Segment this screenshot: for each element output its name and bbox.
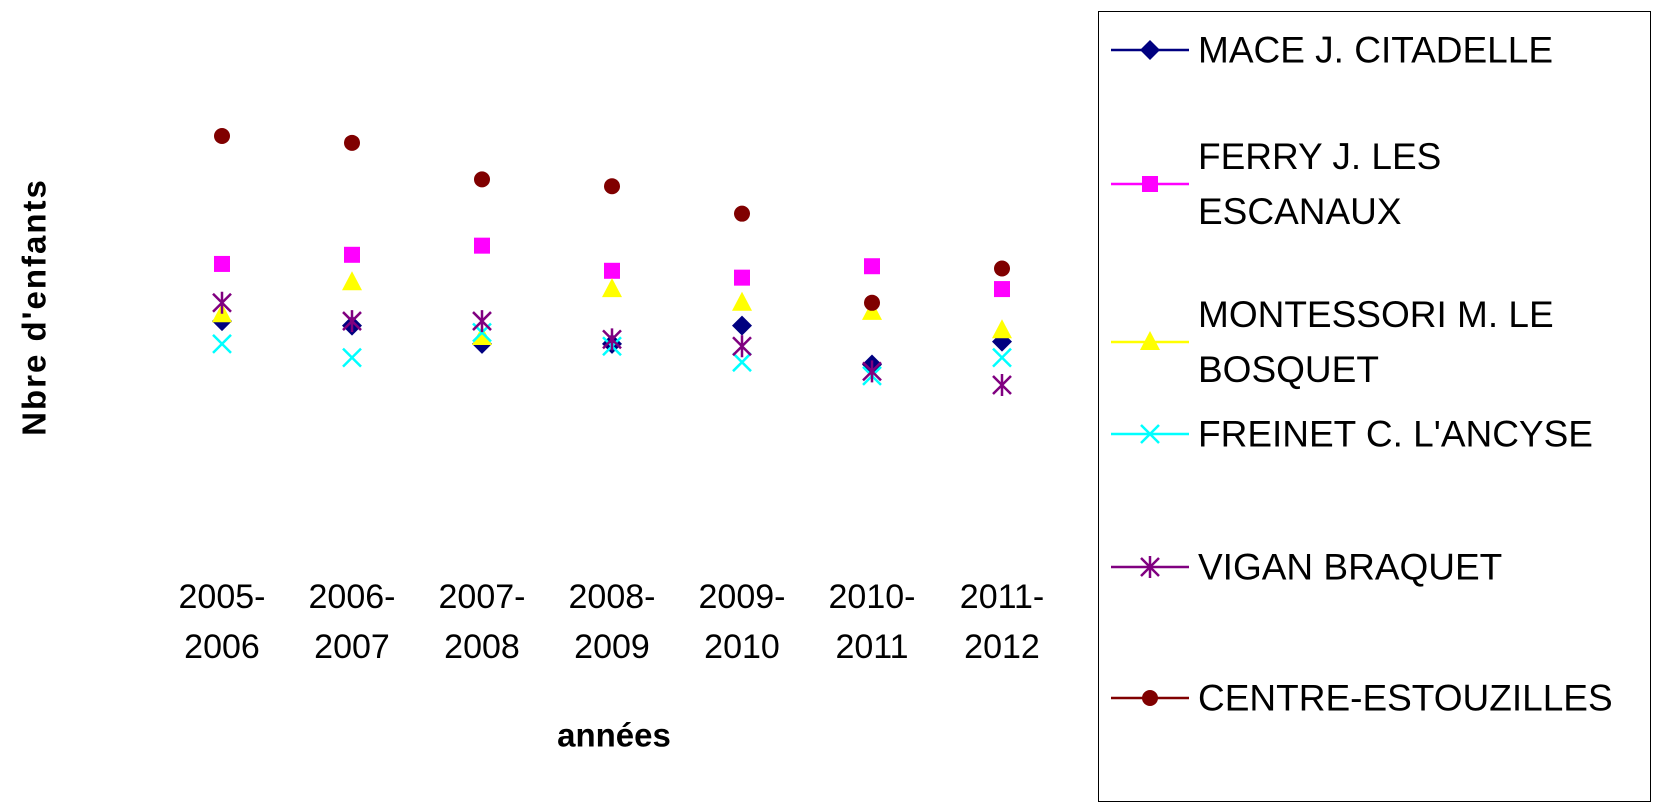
marker [1140, 424, 1160, 444]
marker [342, 347, 362, 368]
marker [732, 315, 752, 336]
legend-swatch [1111, 556, 1189, 578]
marker [472, 326, 492, 346]
marker [734, 269, 750, 286]
marker [344, 134, 360, 151]
marker [344, 246, 360, 263]
x-tick-label: 2006-2007 [308, 578, 396, 666]
x-tick-label: 2009-2010 [698, 578, 786, 666]
marker [992, 347, 1012, 368]
marker [992, 374, 1012, 397]
legend-label: VIGAN BRAQUET [1198, 546, 1503, 588]
marker [342, 271, 362, 291]
marker [732, 335, 752, 358]
x-axis-label: années [557, 717, 671, 754]
marker [734, 205, 750, 222]
marker [732, 352, 752, 373]
marker [472, 310, 492, 333]
marker [604, 178, 620, 195]
marker [994, 260, 1010, 277]
marker [1140, 556, 1160, 578]
marker [1140, 331, 1160, 350]
marker [602, 278, 622, 298]
legend-label: MONTESSORI M. LE BOSQUET [1198, 294, 1554, 390]
marker [212, 291, 232, 314]
x-tick-label: 2010-2011 [828, 578, 916, 666]
marker [214, 127, 230, 144]
marker [1142, 176, 1158, 192]
marker [992, 319, 1012, 339]
legend-label: CENTRE-ESTOUZILLES [1198, 677, 1613, 719]
marker [864, 294, 880, 311]
marker [214, 255, 230, 272]
legend-swatch [1111, 424, 1189, 444]
marker [994, 281, 1010, 298]
legend-label: FERRY J. LES ESCANAUX [1198, 136, 1442, 232]
x-tick-label: 2007-2008 [438, 578, 526, 666]
chart: Nbre d'enfants années 050100150200 [16, 127, 1012, 754]
marker [1142, 690, 1158, 706]
marker [474, 237, 490, 254]
marker [212, 334, 232, 354]
legend-label: FREINET C. L'ANCYSE [1198, 413, 1593, 455]
marker [862, 360, 882, 383]
legend: MACE J. CITADELLE FERRY J. LES ESCANAUX MO… [1098, 11, 1651, 802]
x-tick-label: 2008-2009 [568, 578, 656, 666]
legend-label: MACE J. CITADELLE [1198, 29, 1554, 71]
marker [342, 310, 362, 333]
legend-swatch [1111, 331, 1189, 350]
marker [474, 171, 490, 188]
legend-swatch [1111, 690, 1189, 706]
marker [864, 258, 880, 275]
x-tick-label: 2005-2006 [178, 578, 266, 666]
marker [732, 291, 752, 311]
marker [1140, 40, 1160, 60]
legend-swatch [1111, 40, 1189, 60]
x-tick-label: 2011-2012 [959, 578, 1045, 666]
y-axis-label: Nbre d'enfants [16, 178, 53, 436]
legend-swatch [1111, 176, 1189, 192]
marker [604, 262, 620, 279]
marker [602, 328, 622, 351]
